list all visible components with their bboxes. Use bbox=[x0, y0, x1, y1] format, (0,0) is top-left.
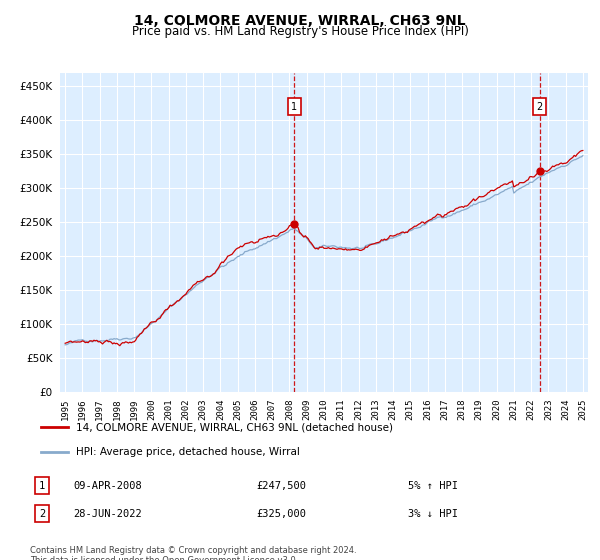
Point bbox=[289, 220, 299, 228]
Text: 09-APR-2008: 09-APR-2008 bbox=[73, 481, 142, 491]
Text: 14, COLMORE AVENUE, WIRRAL, CH63 9NL: 14, COLMORE AVENUE, WIRRAL, CH63 9NL bbox=[134, 14, 466, 28]
Text: 5% ↑ HPI: 5% ↑ HPI bbox=[408, 481, 458, 491]
Text: 2: 2 bbox=[536, 102, 542, 112]
Text: Price paid vs. HM Land Registry's House Price Index (HPI): Price paid vs. HM Land Registry's House … bbox=[131, 25, 469, 38]
Text: 14, COLMORE AVENUE, WIRRAL, CH63 9NL (detached house): 14, COLMORE AVENUE, WIRRAL, CH63 9NL (de… bbox=[76, 422, 393, 432]
Text: Contains HM Land Registry data © Crown copyright and database right 2024.
This d: Contains HM Land Registry data © Crown c… bbox=[30, 546, 356, 560]
Point bbox=[535, 167, 544, 176]
Text: 1: 1 bbox=[39, 481, 45, 491]
Text: £247,500: £247,500 bbox=[257, 481, 307, 491]
Text: 3% ↓ HPI: 3% ↓ HPI bbox=[408, 509, 458, 519]
Text: 28-JUN-2022: 28-JUN-2022 bbox=[73, 509, 142, 519]
Text: £325,000: £325,000 bbox=[257, 509, 307, 519]
Text: HPI: Average price, detached house, Wirral: HPI: Average price, detached house, Wirr… bbox=[76, 447, 300, 457]
Text: 1: 1 bbox=[291, 102, 297, 112]
Text: 2: 2 bbox=[39, 509, 45, 519]
